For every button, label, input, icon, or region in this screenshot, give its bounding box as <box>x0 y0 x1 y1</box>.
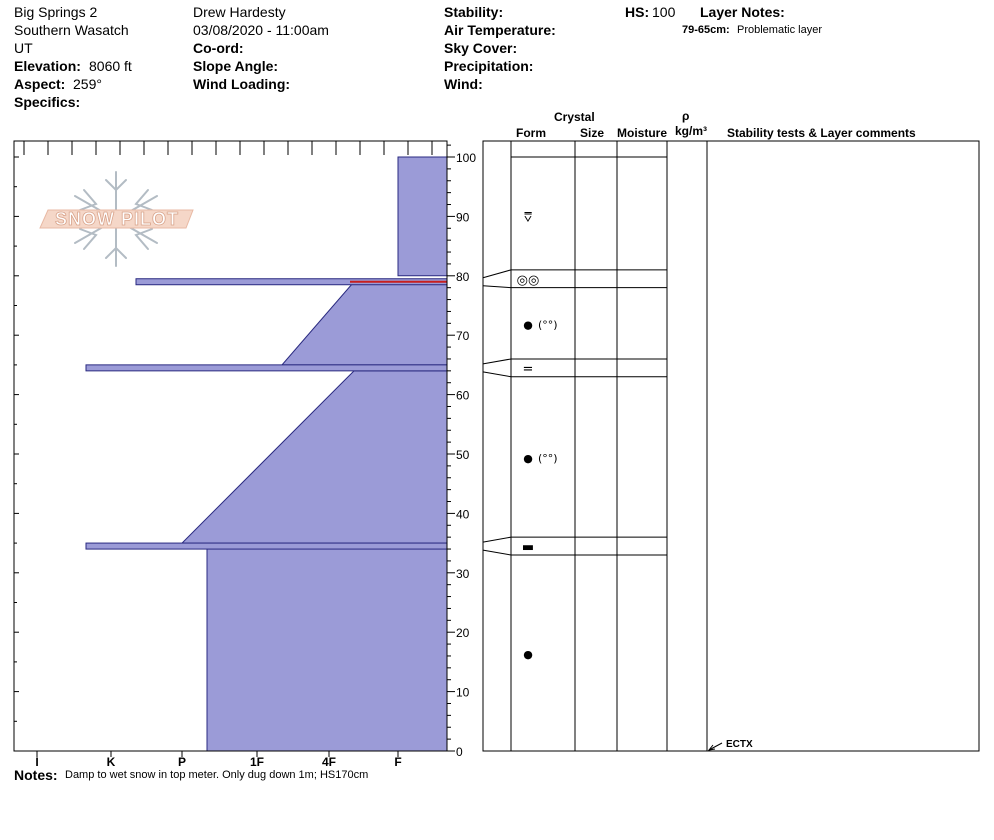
datetime: 03/08/2020 - 11:00am <box>193 22 329 38</box>
hardness-layer-3 <box>206 548 448 752</box>
grain-form-symbol: ▬ <box>522 540 534 555</box>
aspect-value: 259° <box>73 76 102 92</box>
coord-label: Co-ord: <box>193 40 244 56</box>
depth-tick-label: 0 <box>456 745 463 759</box>
depth-tick-label: 90 <box>456 210 470 224</box>
logo-text: SNOW PILOT <box>55 209 179 229</box>
layer-connector <box>482 269 512 279</box>
density-unit-header: kg/m³ <box>675 124 708 138</box>
precipitation-label: Precipitation: <box>444 58 534 74</box>
hardness-tick-label: F <box>394 755 401 769</box>
moisture-header: Moisture <box>617 126 668 140</box>
comments-header: Stability tests & Layer comments <box>727 126 916 140</box>
wind-label: Wind: <box>444 76 483 92</box>
sky-cover-label: Sky Cover: <box>444 40 518 56</box>
layer-notes-label: Layer Notes: <box>700 4 785 20</box>
depth-tick-label: 30 <box>456 567 470 581</box>
hardness-tick-label: P <box>178 755 186 769</box>
state: UT <box>14 40 33 56</box>
rho-header: ρ <box>682 109 690 123</box>
hardness-tick-label: 1F <box>250 755 264 769</box>
hs-label: HS: <box>625 4 650 20</box>
stability-tests: ECTX <box>707 739 753 751</box>
grain-form-symbol: ◎◎ <box>517 273 540 288</box>
hardness-layer-1 <box>280 281 448 366</box>
axes: 0 10 20 30 40 50 60 70 80 90 100 I K P 1F 4F F <box>13 140 980 769</box>
depth-tick-label: 80 <box>456 270 470 284</box>
layer-connector <box>482 549 512 556</box>
hardness-profile <box>85 156 448 752</box>
hardness-tick-label: I <box>35 755 38 769</box>
depth-tick-label: 60 <box>456 389 470 403</box>
hardness-tick-label: 4F <box>322 755 336 769</box>
grain-form-symbol: ● <box>523 452 533 465</box>
depth-tick-label: 10 <box>456 686 470 700</box>
notes-text: Damp to wet snow in top meter. Only dug … <box>65 769 369 781</box>
layer-note-text: Problematic layer <box>737 24 822 36</box>
grain-form-symbol: ● <box>523 648 533 661</box>
stability-test-pointer <box>708 742 723 751</box>
layer-connector <box>482 358 512 365</box>
stability-label: Stability: <box>444 4 504 20</box>
layer-connector <box>482 285 512 289</box>
hardness-tick-label: K <box>107 755 116 769</box>
hs-value: 100 <box>652 4 676 20</box>
aspect-label: Aspect: <box>14 76 66 92</box>
layer-note-range: 79-65cm: <box>682 24 730 36</box>
snowpilot-logo: SNOW PILOT <box>39 171 194 267</box>
hardness-plot-frame <box>13 140 448 752</box>
notes-label: Notes: <box>14 767 58 783</box>
layer-connector <box>482 371 512 378</box>
range: Southern Wasatch <box>14 22 129 38</box>
size-header: Size <box>580 126 605 140</box>
hardness-layer-2 <box>180 370 448 544</box>
grain-form-symbol: = <box>523 362 534 377</box>
thin-layer-1 <box>85 364 448 372</box>
observer: Drew Hardesty <box>193 4 286 20</box>
grain-forms: ⩢ ◎◎ ● (°°) = ● (°°) ▬ ● <box>517 210 558 661</box>
grain-form-symbol: ● <box>523 318 533 331</box>
specifics-label: Specifics: <box>14 94 81 110</box>
layer-table-frame <box>482 140 980 752</box>
depth-tick-label: 50 <box>456 448 470 462</box>
grain-form-secondary: (°°) <box>538 318 558 331</box>
hardness-layer-0 <box>397 156 448 277</box>
layer-connector <box>482 536 512 543</box>
depth-tick-label: 20 <box>456 626 470 640</box>
depth-tick-label: 70 <box>456 329 470 343</box>
stability-test-arrow <box>707 744 716 751</box>
stability-test-label: ECTX <box>726 739 753 750</box>
grain-form-secondary: (°°) <box>538 452 558 465</box>
form-header: Form <box>516 126 546 140</box>
thin-layer-2 <box>85 542 448 550</box>
elevation-label: Elevation: <box>14 58 81 74</box>
depth-tick-label: 100 <box>456 151 476 165</box>
crystal-header: Crystal <box>554 110 595 124</box>
slope-angle-label: Slope Angle: <box>193 58 279 74</box>
grain-form-symbol: ⩢ <box>524 210 532 225</box>
elevation-value: 8060 ft <box>89 58 132 74</box>
air-temperature-label: Air Temperature: <box>444 22 556 38</box>
depth-tick-label: 40 <box>456 507 470 521</box>
location: Big Springs 2 <box>14 4 98 20</box>
wind-loading-label: Wind Loading: <box>193 76 291 92</box>
